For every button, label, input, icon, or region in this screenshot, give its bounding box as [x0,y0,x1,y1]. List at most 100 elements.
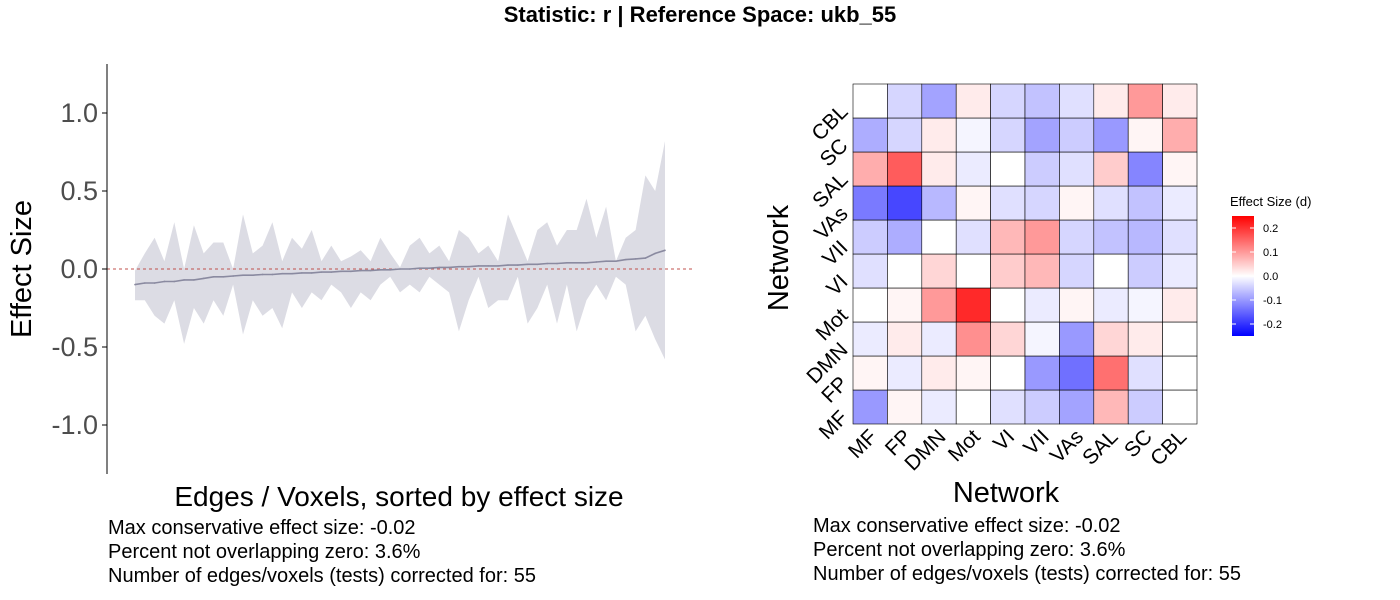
effect-size-point [497,265,499,267]
legend-colorbar [1232,216,1254,336]
heatmap-cell [1024,321,1060,357]
effect-size-point [428,267,431,270]
heatmap-cell [1162,389,1198,425]
heatmap-cell [1024,185,1060,221]
heatmap-cell [887,117,923,153]
effect-size-point [202,277,205,280]
heatmap-cell [921,185,957,221]
heatmap-cell [1059,389,1095,425]
heatmap-cell [887,151,923,187]
right-caption-corrected-count: Number of edges/voxels (tests) corrected… [813,563,1241,585]
heatmap-cell [955,355,991,391]
heatmap-cell [990,185,1026,221]
x-tick-label: CBL [1146,425,1191,470]
heatmap-cell [1127,185,1163,221]
heatmap-cell [955,185,991,221]
effect-size-point [212,276,215,278]
effect-size-point [359,269,362,272]
heatmap-cell [921,321,957,357]
effect-size-point [173,280,176,283]
heatmap-cell [1162,287,1198,323]
x-tick-label: MF [844,425,882,463]
heatmap-cell [1127,151,1163,187]
effect-size-point [320,271,323,273]
heatmap-cell [1059,355,1095,391]
heatmap-cell [1093,185,1129,221]
effect-size-point [438,266,441,269]
effect-size-point [222,276,225,278]
effect-size-point [301,272,303,274]
effect-size-point [595,261,598,263]
x-tick-label: Mot [944,425,985,466]
heatmap-cell [1162,321,1198,357]
heatmap-cell [1127,287,1163,323]
heatmap-cell [852,253,888,289]
heatmap-cell [1024,389,1060,425]
effect-size-point [399,268,401,270]
effect-size-point [389,268,391,271]
heatmap-cell [1024,117,1060,153]
effect-size-point [310,272,313,274]
effect-size-point [350,270,352,273]
heatmap-cell [1093,151,1129,187]
heatmap-cell [1127,355,1163,391]
heatmap-cell [1024,355,1060,391]
y-axis-title: Network [763,204,795,311]
heatmap-cell [1093,253,1129,289]
legend-tick-label: -0.2 [1263,319,1282,331]
effect-size-point [281,272,284,275]
effect-size-point [566,261,568,264]
effect-size-point [605,260,607,262]
left-caption-max-effect: Max conservative effect size: -0.02 [108,517,416,539]
heatmap-cell [921,355,957,391]
heatmap-cell [887,83,923,119]
left-caption-block: Max conservative effect size: -0.02 Perc… [108,516,536,588]
effect-size-point [477,265,480,267]
effect-size-point [330,271,333,273]
heatmap-cell [990,287,1026,323]
effect-size-point [379,268,382,271]
heatmap-cell [887,287,923,323]
y-tick-label: SAL [808,168,852,212]
y-tick-label: CBL [807,100,852,145]
heatmap-cell [1024,83,1060,119]
heatmap-cell [852,117,888,153]
heatmap-cell [1059,321,1095,357]
effect-size-point [369,269,372,272]
heatmap-cell [1127,83,1163,119]
y-axis-title: Effect Size [6,200,38,338]
effect-size-point [664,249,666,252]
effect-size-point [134,283,136,286]
heatmap-cell [887,321,923,357]
effect-size-point [409,268,411,270]
right-caption-percent-nonzero: Percent not overlapping zero: 3.6% [813,539,1126,561]
y-tick-label: Mot [812,304,853,345]
effect-size-point [644,257,647,259]
y-tick-label: VI [822,270,852,300]
effect-size-point [153,282,156,284]
confidence-band [135,141,665,360]
heatmap-cell [955,83,991,119]
heatmap-cell [990,83,1026,119]
effect-size-point [624,258,627,261]
heatmap-cell [1059,219,1095,255]
right-caption-max-effect: Max conservative effect size: -0.02 [813,515,1121,537]
heatmap-cell [1162,219,1198,255]
heatmap-cell [1093,219,1129,255]
heatmap-cell [955,389,991,425]
heatmap-cell [921,83,957,119]
y-tick-label: VAs [810,202,852,244]
effect-size-point [291,272,293,275]
heatmap-cell [1162,151,1198,187]
legend-tick-label: 0.1 [1263,247,1278,259]
heatmap-cell [1162,355,1198,391]
heatmap-cell [1059,253,1095,289]
y-tick-label: MF [815,406,853,444]
heatmap-cell [1162,253,1198,289]
effect-size-point [467,265,470,268]
effect-size-point [183,279,185,281]
heatmap-cell [887,185,923,221]
heatmap-cell [852,83,888,119]
effect-size-point [507,264,509,266]
effect-size-point [271,273,274,276]
